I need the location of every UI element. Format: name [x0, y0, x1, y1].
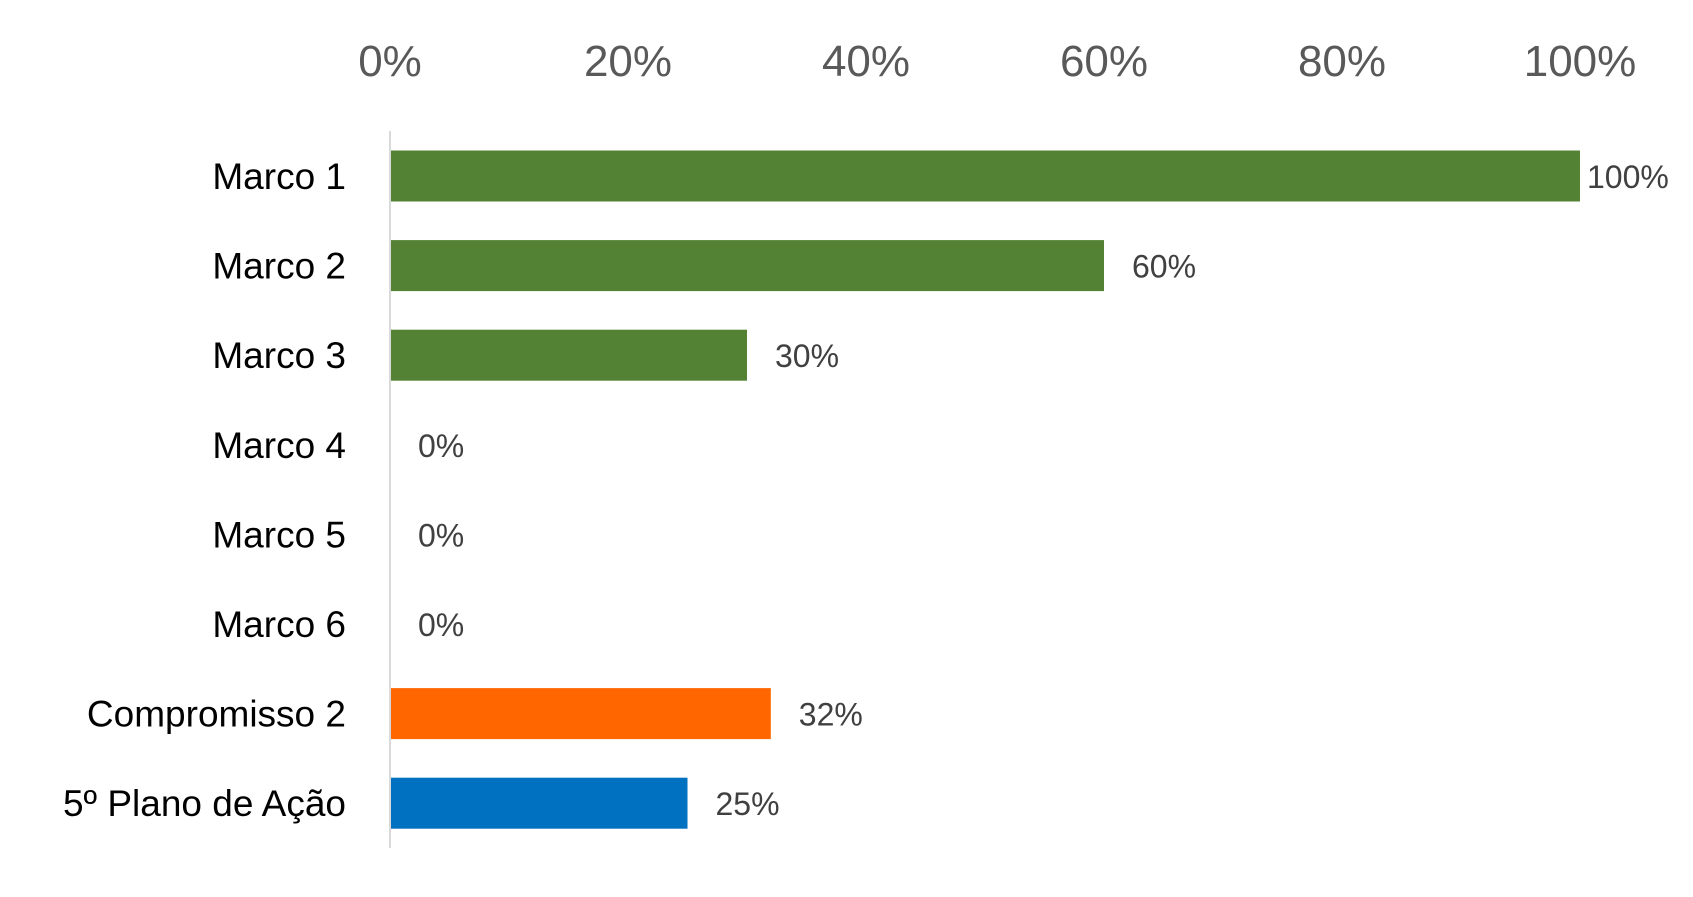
bar — [391, 777, 688, 829]
data-labels: 100% 60% 30% 0% 0% 0% 32% 25% — [418, 159, 1669, 822]
category-label: Marco 5 — [212, 514, 346, 555]
bar — [391, 240, 1104, 292]
category-label: Marco 3 — [212, 335, 346, 376]
bar — [391, 329, 747, 381]
bar — [391, 688, 771, 740]
data-label: 100% — [1587, 159, 1669, 195]
data-label: 0% — [418, 607, 464, 643]
x-tick-label: 40% — [822, 37, 910, 86]
bars-group — [391, 150, 1580, 829]
category-label: Marco 1 — [212, 156, 346, 197]
x-tick-label: 80% — [1298, 37, 1386, 86]
x-tick-label: 100% — [1524, 37, 1637, 86]
category-label: Marco 4 — [212, 425, 346, 466]
category-label: Marco 6 — [212, 604, 346, 645]
category-labels: Marco 1 Marco 2 Marco 3 Marco 4 Marco 5 Marco… — [63, 156, 346, 824]
data-label: 0% — [418, 428, 464, 464]
data-label: 60% — [1132, 249, 1196, 285]
bar — [391, 150, 1580, 202]
x-tick-label: 0% — [358, 37, 422, 86]
category-label: 5º Plano de Ação — [63, 783, 346, 824]
category-label: Marco 2 — [212, 246, 346, 287]
data-label: 25% — [716, 786, 780, 822]
data-label: 0% — [418, 517, 464, 553]
category-label: Compromisso 2 — [87, 694, 346, 735]
x-tick-label: 20% — [584, 37, 672, 86]
data-label: 32% — [799, 697, 863, 733]
x-tick-label: 60% — [1060, 37, 1148, 86]
data-label: 30% — [775, 338, 839, 374]
x-axis-ticks: 0% 20% 40% 60% 80% 100% — [358, 37, 1636, 86]
